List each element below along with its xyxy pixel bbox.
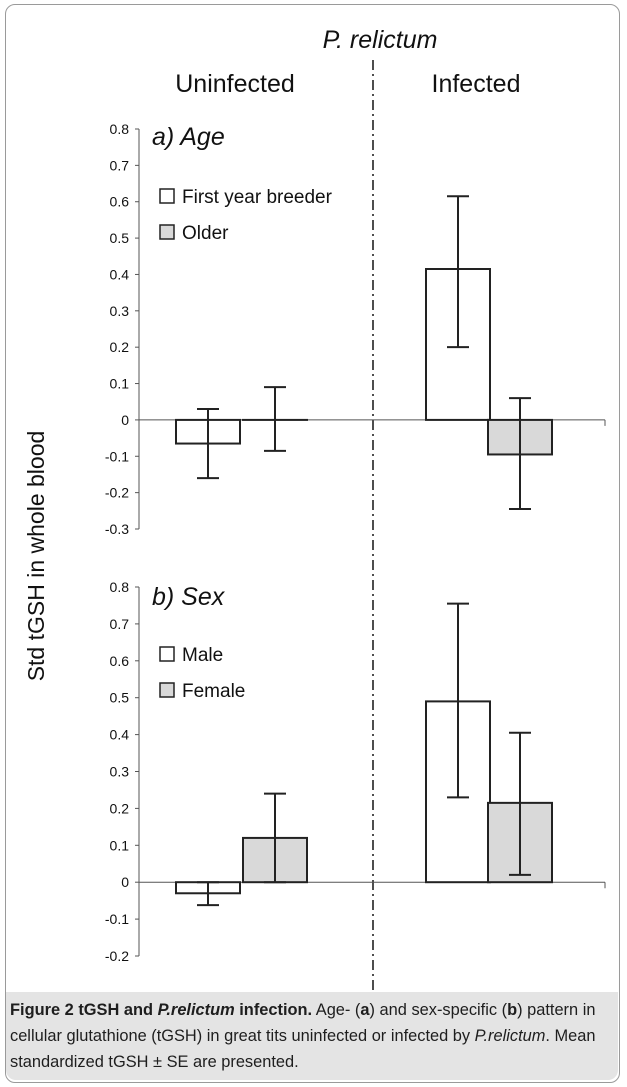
panel-1-tick-label: 0 <box>121 412 129 428</box>
panel-1-tick-label: -0.1 <box>105 448 129 464</box>
panel-1-tick-label: -0.2 <box>105 485 129 501</box>
figure-caption: Figure 2 tGSH and P.relictum infection. … <box>10 997 610 1075</box>
panel-2-tick-label: -0.2 <box>105 948 129 964</box>
panel-1-legend-label: Older <box>182 223 229 244</box>
caption-title-species: P.relictum <box>157 1001 235 1019</box>
caption-text-1: Age- ( <box>312 1001 361 1019</box>
panel-2-legend-label: Female <box>182 681 245 702</box>
panel-1-legend-swatch <box>159 188 175 204</box>
panel-1-tick-label: 0.7 <box>110 157 130 173</box>
panel-2-panel-label: b) Sex <box>152 583 226 611</box>
caption-text-3: ) pattern in cellular glutathione (tGSH)… <box>10 1001 596 1045</box>
panel-2-legend-swatch <box>159 682 175 698</box>
panel-2-tick-label: -0.1 <box>105 911 129 927</box>
panel-1-tick-label: 0.8 <box>110 121 130 137</box>
panel-2-tick-label: 0.2 <box>110 800 130 816</box>
panel-1-tick-label: -0.3 <box>105 521 129 537</box>
figure-title: P. relictum <box>323 26 438 54</box>
panel-1-tick-label: 0.5 <box>110 230 130 246</box>
panel-2-tick-label: 0.6 <box>110 653 130 669</box>
caption-title-part-2: infection. <box>234 1001 313 1019</box>
panel-2-legend-label: Male <box>182 645 223 666</box>
panel-1-tick-label: 0.6 <box>110 194 130 210</box>
group-label-infected: Infected <box>432 70 521 98</box>
panel-2-tick-label: 0.7 <box>110 616 130 632</box>
group-label-uninfected: Uninfected <box>175 70 295 98</box>
panel-1-tick-label: 0.2 <box>110 339 130 355</box>
panel-2-tick-label: 0.5 <box>110 690 130 706</box>
panel-1-panel-label: a) Age <box>152 123 225 151</box>
panel-2-legend-swatch <box>159 646 175 662</box>
figure-frame <box>5 4 620 1083</box>
panel-1-legend-label: First year breeder <box>182 187 333 208</box>
panel-1-tick-label: 0.1 <box>110 376 130 392</box>
caption-ref-b: b <box>507 1001 518 1019</box>
panel-2-tick-label: 0.4 <box>110 727 130 743</box>
panel-1-tick-label: 0.4 <box>110 266 130 282</box>
panel-2-tick-label: 0 <box>121 874 129 890</box>
caption-ref-a: a <box>360 1001 370 1019</box>
panel-2-tick-label: 0.8 <box>110 579 130 595</box>
panel-1-tick-label: 0.3 <box>110 303 130 319</box>
panel-2-tick-label: 0.3 <box>110 764 130 780</box>
y-axis-label: Std tGSH in whole blood <box>23 431 49 682</box>
panel-2-tick-label: 0.1 <box>110 837 130 853</box>
caption-text-2: ) and sex-specific ( <box>369 1001 508 1019</box>
caption-figure-label: Figure 2 <box>10 1001 74 1019</box>
caption-background <box>6 992 618 1080</box>
panel-1-legend-swatch <box>159 224 175 240</box>
caption-species: P.relictum <box>474 1027 546 1045</box>
caption-title-part-1: tGSH and <box>78 1001 158 1019</box>
caption-text-4: . Mean standardized tGSH ± SE are presen… <box>10 1027 596 1071</box>
